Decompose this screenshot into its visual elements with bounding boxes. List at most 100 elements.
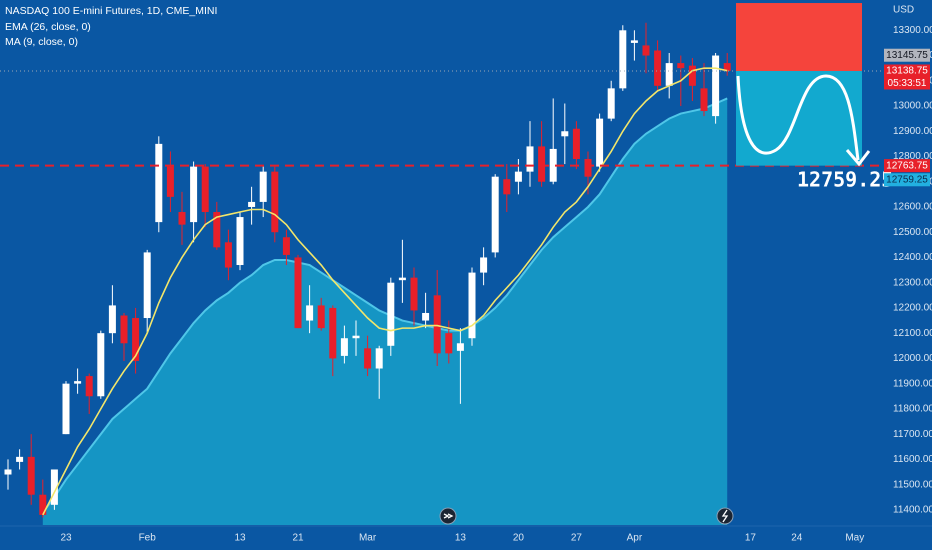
candle-body xyxy=(723,63,731,71)
replay-icon[interactable] xyxy=(439,507,457,525)
candle-body xyxy=(688,65,696,86)
x-tick-label: 27 xyxy=(571,533,583,544)
y-tick-label: 12900.00 xyxy=(893,126,932,137)
candle-body xyxy=(433,295,441,354)
y-tick-label: 12000.00 xyxy=(893,353,932,364)
y-tick-label: 12600.00 xyxy=(893,202,932,213)
y-tick-label: 12500.00 xyxy=(893,227,932,238)
candle-body xyxy=(410,277,418,311)
candle-body xyxy=(62,383,70,435)
candle-body xyxy=(538,146,546,182)
candle-body xyxy=(607,88,615,119)
candle-body xyxy=(132,318,140,361)
candle-body xyxy=(584,159,592,177)
y-tick-label: 11900.00 xyxy=(893,378,932,389)
candle-body xyxy=(155,143,163,223)
candle-body xyxy=(248,201,256,207)
candle-body xyxy=(259,171,267,202)
y-tick-label: 13300.00 xyxy=(893,25,932,36)
chart-title: NASDAQ 100 E-mini Futures, 1D, CME_MINI xyxy=(5,5,217,17)
target-zone xyxy=(736,70,862,166)
countdown-label: 05:33:51 xyxy=(888,78,927,89)
price-label-box xyxy=(884,159,930,173)
price-label: 12759.25 xyxy=(886,174,928,185)
candle-body xyxy=(27,456,35,495)
countdown-box xyxy=(884,77,930,90)
price-label-box xyxy=(884,173,930,187)
candle-body xyxy=(700,88,708,112)
y-tick-label: 13000.00 xyxy=(893,101,932,112)
price-axis xyxy=(882,0,932,550)
currency-label: USD xyxy=(893,5,914,16)
y-tick-label: 11400.00 xyxy=(893,504,932,515)
candle-body xyxy=(178,212,186,225)
candle-body xyxy=(619,30,627,89)
indicator-legend[interactable]: EMA (26, close, 0) xyxy=(5,21,91,33)
event-icon[interactable] xyxy=(716,507,734,525)
candle-body xyxy=(85,376,93,397)
candle-body xyxy=(445,333,453,354)
x-tick-label: Mar xyxy=(359,533,377,544)
y-tick-label: 12400.00 xyxy=(893,252,932,263)
candle-body xyxy=(190,166,198,223)
candle-body xyxy=(526,146,534,172)
candle-body xyxy=(665,63,673,86)
candle-body xyxy=(50,469,58,505)
candle-body xyxy=(596,118,604,167)
x-tick-label: 17 xyxy=(745,533,757,544)
target-annotation: 12759.25 xyxy=(797,168,893,192)
y-tick-label: 11500.00 xyxy=(893,479,932,490)
price-label-box xyxy=(884,48,930,62)
plot-area xyxy=(0,3,882,525)
x-tick-label: Feb xyxy=(139,533,157,544)
indicator-legend[interactable]: MA (9, close, 0) xyxy=(5,36,78,48)
price-label-box xyxy=(884,64,930,78)
candle-body xyxy=(375,348,383,369)
y-tick-label: 12300.00 xyxy=(893,277,932,288)
y-tick-label: 11600.00 xyxy=(893,454,932,465)
x-tick-label: 23 xyxy=(60,533,72,544)
candle-body xyxy=(387,282,395,346)
candle-body xyxy=(97,333,105,397)
x-tick-label: 13 xyxy=(455,533,467,544)
candle-body xyxy=(468,272,476,339)
candle-body xyxy=(364,348,372,369)
x-tick-label: 24 xyxy=(791,533,803,544)
candle-body xyxy=(39,494,47,515)
candle-body xyxy=(572,128,580,160)
candle-body xyxy=(143,252,151,319)
candle-body xyxy=(422,312,430,321)
candle-body xyxy=(642,45,650,56)
y-tick-label: 12100.00 xyxy=(893,328,932,339)
candle-body xyxy=(480,257,488,273)
ma-line xyxy=(42,67,728,516)
candle-body xyxy=(398,277,406,281)
candle-body xyxy=(294,257,302,329)
candle-body xyxy=(352,335,360,339)
forecast-curve xyxy=(736,74,860,161)
candle-body xyxy=(549,148,557,182)
price-label: 12763.75 xyxy=(886,160,928,171)
candle-body xyxy=(677,63,685,69)
candle-body xyxy=(712,55,720,117)
candle-body xyxy=(282,237,290,255)
candle-body xyxy=(108,305,116,334)
y-tick-label: 12800.00 xyxy=(893,151,932,162)
price-label: 13138.75 xyxy=(886,66,928,77)
y-tick-label: 11700.00 xyxy=(893,429,932,440)
candle-body xyxy=(271,171,279,233)
candle-body xyxy=(16,456,24,462)
forecast-arrow xyxy=(845,149,871,167)
candle-body xyxy=(561,131,569,137)
candle-body xyxy=(74,381,82,384)
ema-area xyxy=(42,98,728,525)
candle-body xyxy=(120,315,128,344)
price-label: 13145.75 xyxy=(886,50,928,61)
candle-body xyxy=(236,217,244,266)
icon-glyph xyxy=(443,513,454,519)
candle-body xyxy=(306,305,314,321)
candle-body xyxy=(317,305,325,329)
candle-body xyxy=(201,166,209,213)
x-tick-label: Apr xyxy=(627,533,643,544)
